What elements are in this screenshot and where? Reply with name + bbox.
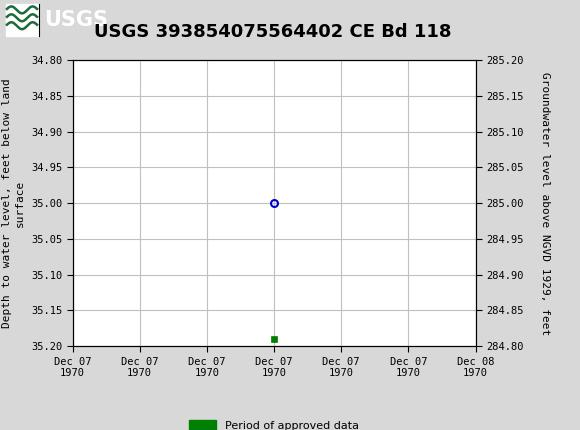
Text: USGS 393854075564402 CE Bd 118: USGS 393854075564402 CE Bd 118 (94, 23, 451, 41)
Y-axis label: Depth to water level, feet below land
surface: Depth to water level, feet below land su… (2, 78, 26, 328)
Legend: Period of approved data: Period of approved data (184, 415, 364, 430)
Text: USGS: USGS (44, 10, 108, 30)
Y-axis label: Groundwater level above NGVD 1929, feet: Groundwater level above NGVD 1929, feet (540, 71, 550, 335)
Bar (6, 4, 38, 36)
